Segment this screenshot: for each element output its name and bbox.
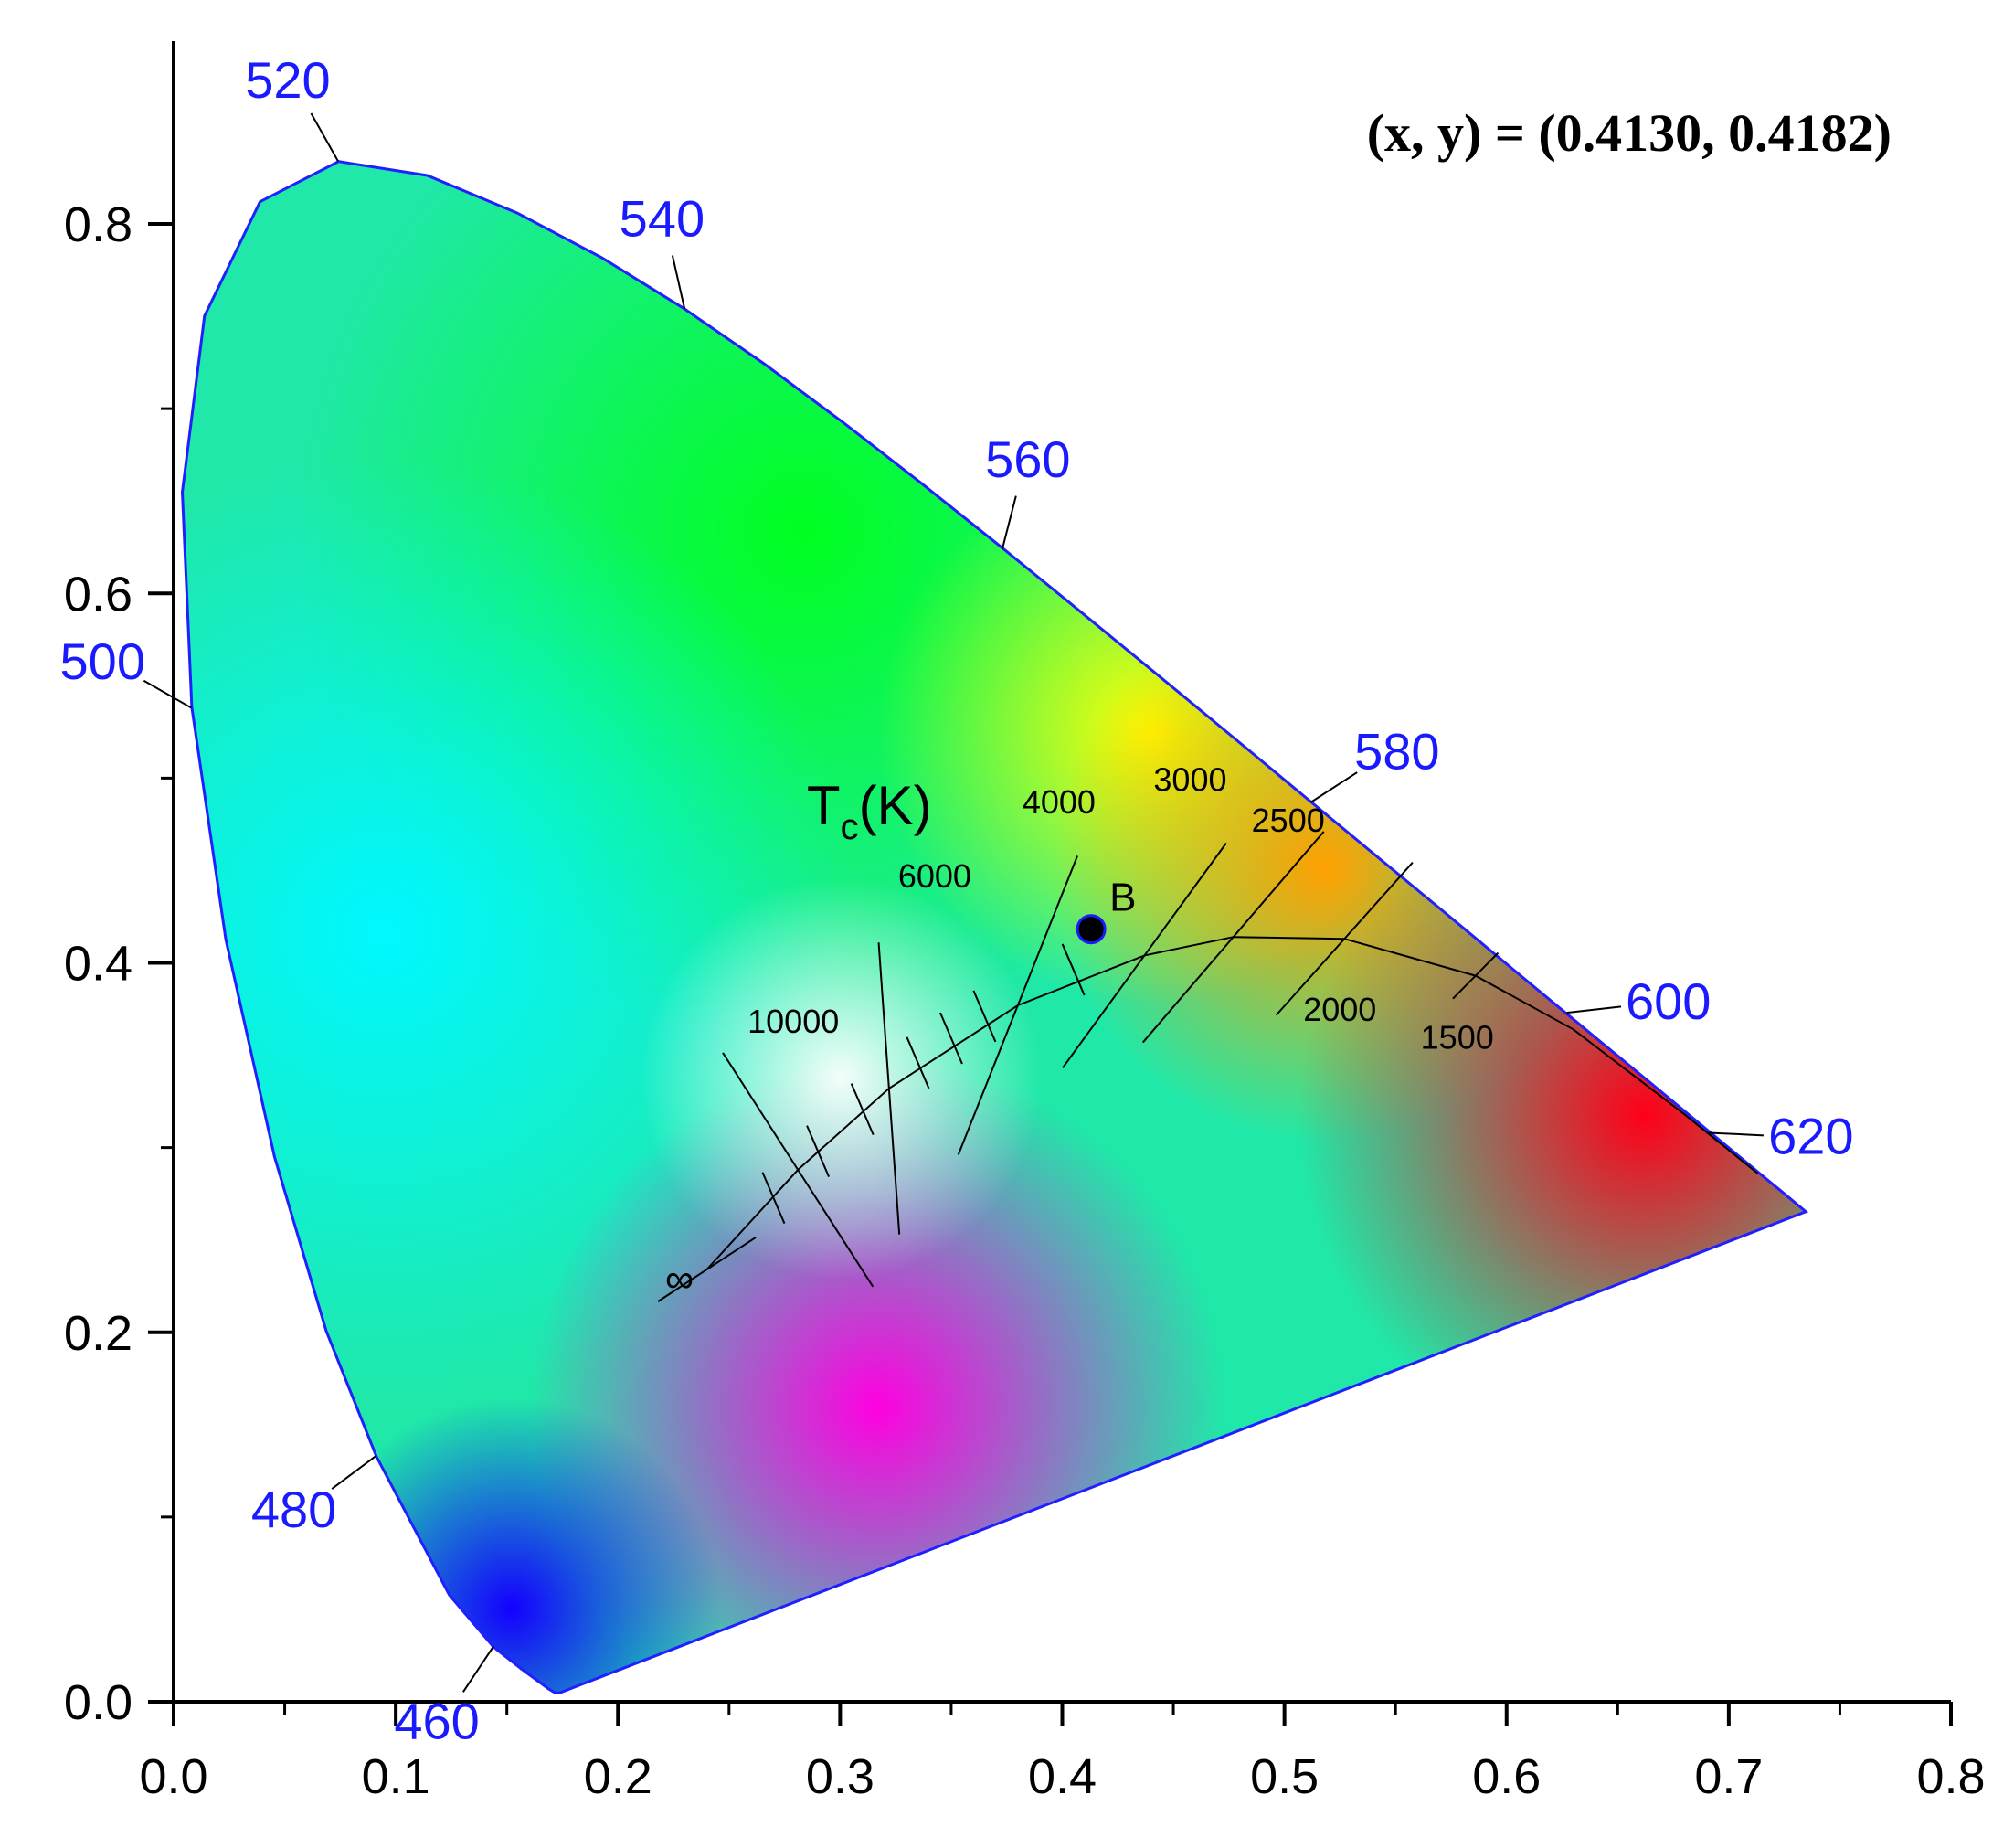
isotherm-tick — [761, 1172, 786, 1224]
isotherm-line — [1275, 862, 1414, 1016]
x-tick-label: 0.0 — [139, 1749, 207, 1804]
wavelength-labels: 460 480 500 520 540 560 580 600 620 — [60, 51, 1854, 1749]
isotherm-line — [722, 1052, 874, 1288]
wavelength-leader-line — [671, 255, 686, 310]
wavelength-label: 540 — [620, 189, 705, 247]
cct-label: 2500 — [1252, 802, 1325, 839]
y-tick-label: 0.0 — [64, 1675, 132, 1730]
wavelength-leader-line — [1001, 495, 1017, 549]
wavelength-label: 560 — [985, 430, 1070, 488]
cct-label: 4000 — [1023, 783, 1096, 821]
isotherm-tick — [939, 1012, 963, 1065]
x-tick-label: 0.2 — [584, 1749, 652, 1804]
isotherm-line — [1141, 831, 1325, 1044]
y-tick-label: 0.6 — [64, 567, 132, 621]
sample-point-label: B — [1109, 876, 1136, 920]
isotherm-line — [1062, 842, 1227, 1068]
chromaticity-annotation: (x, y) = (0.4130, 0.4182) — [1367, 103, 1892, 163]
wavelength-leader-line — [143, 679, 192, 709]
spectral-locus-outline — [180, 160, 1809, 1694]
sample-point-group: B — [1076, 876, 1136, 945]
y-tick-label: 0.8 — [64, 197, 132, 252]
plot-axes: 0.0 0.1 0.2 0.3 0.4 0.5 0.6 0.7 0.8 0.0 0.2 0.4 0.6 0… — [64, 41, 1986, 1804]
infinity-label: ∞ — [665, 1257, 694, 1301]
isotherm-tick — [850, 1083, 874, 1135]
x-tick-label: 0.7 — [1694, 1749, 1763, 1804]
cct-label: 1500 — [1421, 1019, 1494, 1057]
cct-label: 10000 — [747, 1003, 839, 1040]
sample-point-marker — [1076, 914, 1107, 945]
isotherm-tick — [972, 990, 997, 1043]
wavelength-label: 620 — [1768, 1107, 1853, 1164]
wavelength-label: 460 — [394, 1693, 479, 1750]
x-tick-label: 0.4 — [1028, 1749, 1097, 1804]
wavelength-leader-line — [331, 1455, 376, 1490]
y-tick-label: 0.2 — [64, 1306, 132, 1361]
wavelength-label: 600 — [1626, 972, 1711, 1030]
wavelength-leader-line — [1566, 1005, 1622, 1014]
isotherm-line — [957, 855, 1078, 1155]
isotherm-tick — [1061, 943, 1086, 996]
x-tick-label: 0.6 — [1472, 1749, 1541, 1804]
wavelength-label: 520 — [245, 51, 330, 109]
isotherm-tick — [806, 1125, 830, 1178]
wavelength-leader-line — [1310, 771, 1358, 803]
y-tick-label: 0.4 — [64, 937, 132, 992]
x-tick-label: 0.8 — [1916, 1749, 1985, 1804]
cct-label: 2000 — [1303, 991, 1376, 1028]
x-tick-label: 0.3 — [806, 1749, 874, 1804]
isotherm-line — [657, 1237, 757, 1302]
isotherm-line — [1452, 951, 1500, 1000]
wavelength-leader-line — [462, 1645, 494, 1693]
planckian-locus: ∞ 10000 6000 4000 3000 2500 2000 1500 — [657, 760, 1759, 1302]
x-tick-label: 0.1 — [362, 1749, 430, 1804]
wavelength-leader-line — [1708, 1131, 1764, 1137]
wavelength-label: 480 — [251, 1481, 336, 1538]
cct-label: 6000 — [898, 857, 971, 895]
cct-label: 3000 — [1153, 760, 1226, 798]
planckian-locus-title: Tc(K) — [807, 775, 932, 847]
wavelength-leader-line — [310, 112, 339, 162]
wavelength-label: 500 — [60, 632, 145, 690]
wavelength-label: 580 — [1354, 722, 1439, 780]
x-tick-label: 0.5 — [1250, 1749, 1319, 1804]
isotherm-tick — [906, 1036, 930, 1089]
isotherm-line — [877, 942, 901, 1235]
